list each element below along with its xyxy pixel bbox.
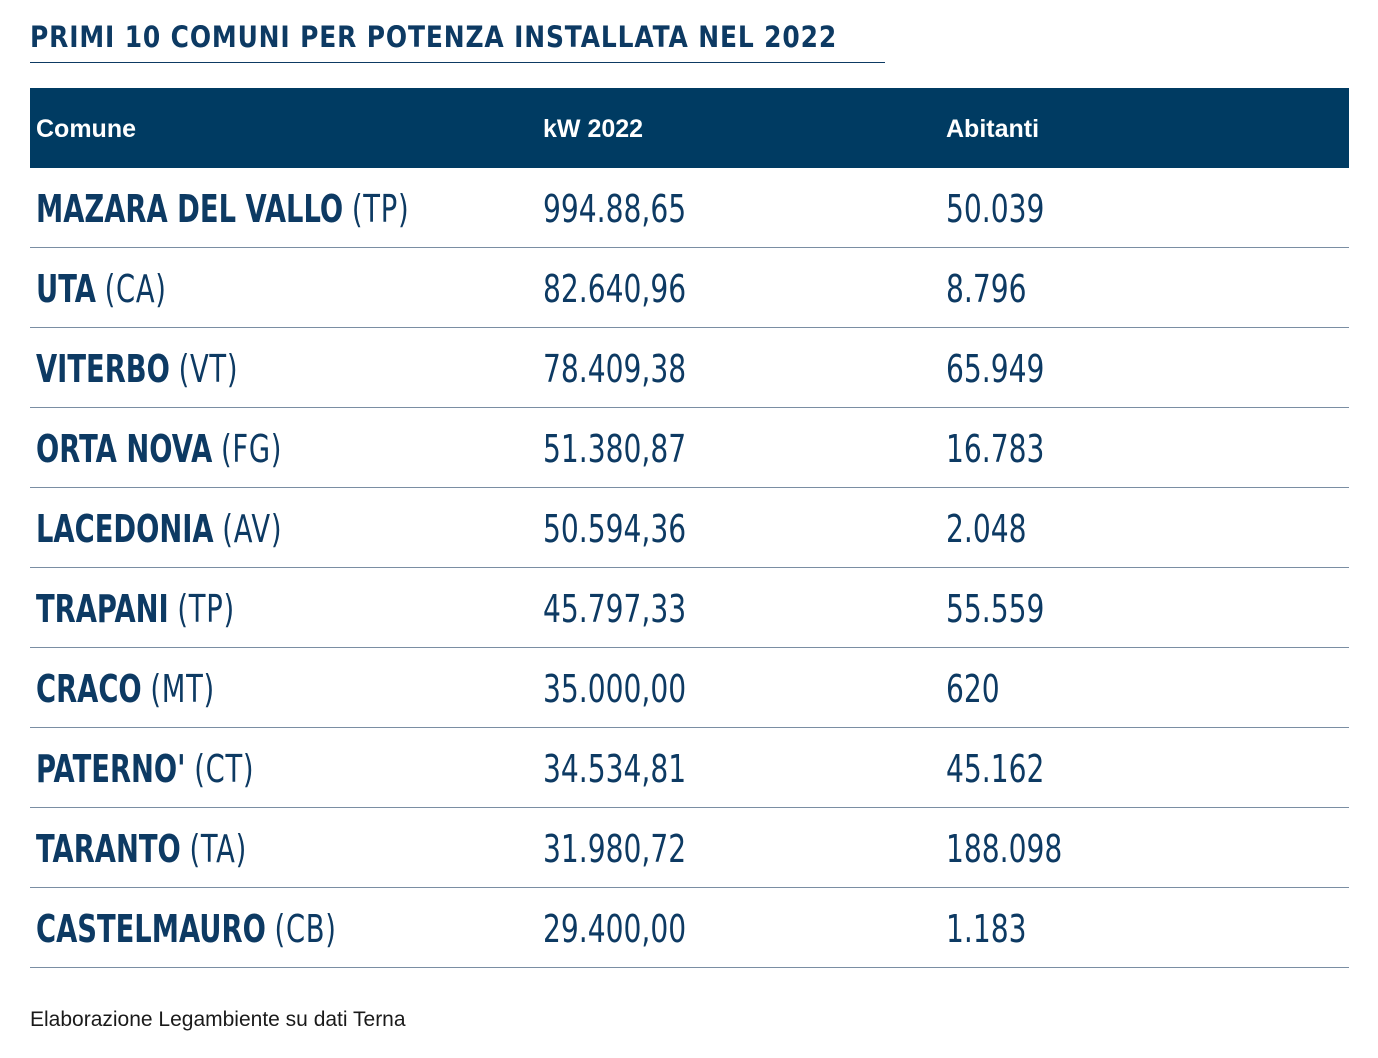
cell-comune: TRAPANI (TP): [36, 587, 235, 631]
cell-comune: PATERNO' (CT): [36, 747, 254, 791]
cell-kw: 994.88,65: [543, 187, 687, 231]
title-underline: [30, 62, 885, 63]
cell-kw: 78.409,38: [543, 347, 687, 391]
comune-province: (TA): [189, 827, 248, 871]
comune-name: ORTA NOVA: [36, 427, 213, 471]
comune-name: MAZARA DEL VALLO: [36, 187, 344, 231]
comune-name: CASTELMAURO: [36, 907, 266, 951]
cell-abitanti: 55.559: [946, 587, 1045, 631]
table-body: MAZARA DEL VALLO (TP) 994.88,65 50.039 UTA …: [30, 168, 1349, 968]
comune-name: CRACO: [36, 667, 142, 711]
comune-name: UTA: [36, 267, 96, 311]
cell-comune: ORTA NOVA (FG): [36, 427, 282, 471]
cell-kw: 50.594,36: [543, 507, 687, 551]
cell-kw: 34.534,81: [543, 747, 687, 791]
cell-abitanti: 2.048: [946, 507, 1027, 551]
table-title: PRIMI 10 COMUNI PER POTENZA INSTALLATA N…: [30, 20, 838, 54]
cell-abitanti: 45.162: [946, 747, 1045, 791]
cell-abitanti: 620: [946, 667, 1000, 711]
comune-province: (CA): [104, 267, 167, 311]
header-abitanti: Abitanti: [946, 115, 1040, 143]
cell-kw: 51.380,87: [543, 427, 687, 471]
cell-comune: CASTELMAURO (CB): [36, 907, 337, 951]
cell-comune: UTA (CA): [36, 267, 167, 311]
table-row: CRACO (MT) 35.000,00 620: [30, 648, 1349, 728]
table-row: UTA (CA) 82.640,96 8.796: [30, 248, 1349, 328]
data-table: Comune kW 2022 Abitanti MAZARA DEL VALLO…: [30, 88, 1349, 968]
header-comune: Comune: [36, 115, 136, 143]
comune-province: (MT): [150, 667, 215, 711]
comune-name: LACEDONIA: [36, 507, 214, 551]
table-row: CASTELMAURO (CB) 29.400,00 1.183: [30, 888, 1349, 968]
table-row: PATERNO' (CT) 34.534,81 45.162: [30, 728, 1349, 808]
comune-province: (AV): [222, 507, 283, 551]
cell-comune: CRACO (MT): [36, 667, 215, 711]
table-row: ORTA NOVA (FG) 51.380,87 16.783: [30, 408, 1349, 488]
comune-name: PATERNO': [36, 747, 186, 791]
source-note: Elaborazione Legambiente su dati Terna: [30, 1008, 406, 1031]
cell-kw: 35.000,00: [543, 667, 687, 711]
comune-name: VITERBO: [36, 347, 170, 391]
cell-kw: 31.980,72: [543, 827, 687, 871]
comune-province: (FG): [220, 427, 283, 471]
comune-province: (VT): [178, 347, 239, 391]
cell-comune: LACEDONIA (AV): [36, 507, 282, 551]
cell-abitanti: 1.183: [946, 907, 1027, 951]
cell-comune: MAZARA DEL VALLO (TP): [36, 187, 409, 231]
comune-province: (CT): [194, 747, 255, 791]
comune-name: TARANTO: [36, 827, 181, 871]
comune-province: (TP): [351, 187, 410, 231]
table-row: LACEDONIA (AV) 50.594,36 2.048: [30, 488, 1349, 568]
cell-abitanti: 16.783: [946, 427, 1045, 471]
comune-province: (TP): [177, 587, 235, 631]
cell-abitanti: 188.098: [946, 827, 1063, 871]
header-kw: kW 2022: [543, 115, 644, 143]
cell-abitanti: 8.796: [946, 267, 1027, 311]
table-header: Comune kW 2022 Abitanti: [30, 88, 1349, 168]
table-row: TRAPANI (TP) 45.797,33 55.559: [30, 568, 1349, 648]
comune-province: (CB): [274, 907, 337, 951]
cell-comune: TARANTO (TA): [36, 827, 247, 871]
cell-kw: 82.640,96: [543, 267, 687, 311]
table-row: TARANTO (TA) 31.980,72 188.098: [30, 808, 1349, 888]
table-row: MAZARA DEL VALLO (TP) 994.88,65 50.039: [30, 168, 1349, 248]
cell-kw: 45.797,33: [543, 587, 687, 631]
cell-kw: 29.400,00: [543, 907, 687, 951]
cell-abitanti: 65.949: [946, 347, 1045, 391]
cell-abitanti: 50.039: [946, 187, 1045, 231]
table-row: VITERBO (VT) 78.409,38 65.949: [30, 328, 1349, 408]
cell-comune: VITERBO (VT): [36, 347, 238, 391]
comune-name: TRAPANI: [36, 587, 169, 631]
